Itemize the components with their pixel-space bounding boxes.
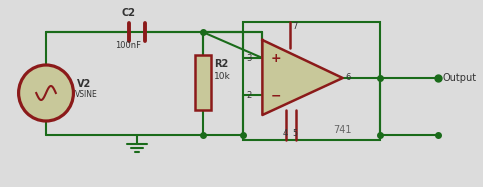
Bar bbox=[243, 22, 380, 140]
Text: 6: 6 bbox=[346, 73, 351, 82]
Text: −: − bbox=[270, 89, 281, 102]
Text: 4: 4 bbox=[283, 129, 288, 138]
Text: 10k: 10k bbox=[214, 72, 231, 81]
Text: C2: C2 bbox=[121, 8, 135, 18]
Polygon shape bbox=[262, 40, 342, 115]
Text: 100nF: 100nF bbox=[115, 41, 142, 50]
Text: VSINE: VSINE bbox=[75, 90, 98, 99]
Circle shape bbox=[19, 65, 73, 121]
Text: 7: 7 bbox=[292, 22, 298, 31]
Text: 5: 5 bbox=[292, 129, 297, 138]
Text: 741: 741 bbox=[333, 125, 352, 135]
Text: 3: 3 bbox=[247, 54, 252, 63]
Text: 2: 2 bbox=[247, 91, 252, 100]
Text: R2: R2 bbox=[214, 59, 228, 69]
Bar bbox=[195, 55, 211, 110]
Text: +: + bbox=[270, 52, 281, 65]
Text: Output: Output bbox=[442, 73, 477, 83]
Text: V2: V2 bbox=[77, 79, 92, 89]
